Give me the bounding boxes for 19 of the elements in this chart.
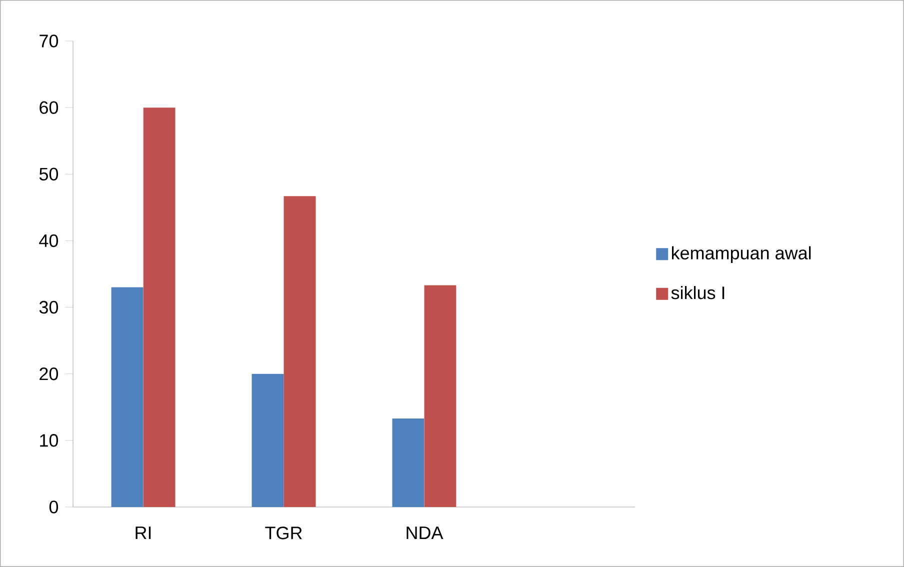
y-tick-label: 60 [40,101,58,114]
legend-label: kemampuan awal [672,246,811,264]
y-tick-label: 40 [39,234,58,248]
x-tick-label: RI [136,526,151,539]
y-tick-label: 10 [40,434,58,447]
bar [392,418,424,507]
y-tick-label: 30 [39,300,58,314]
bar [111,287,144,507]
y-tick-label: 50 [39,168,58,180]
bar [284,196,316,507]
x-tick-label: NDA [406,526,444,539]
y-tick-label: 0 [49,500,58,514]
x-tick-label: TGR [265,526,302,540]
y-tick-label: 20 [40,367,58,380]
bar [252,374,284,507]
bar [424,285,456,507]
legend-label: siklus I [671,286,724,300]
bar [143,108,176,507]
y-tick-label: 70 [40,34,58,48]
